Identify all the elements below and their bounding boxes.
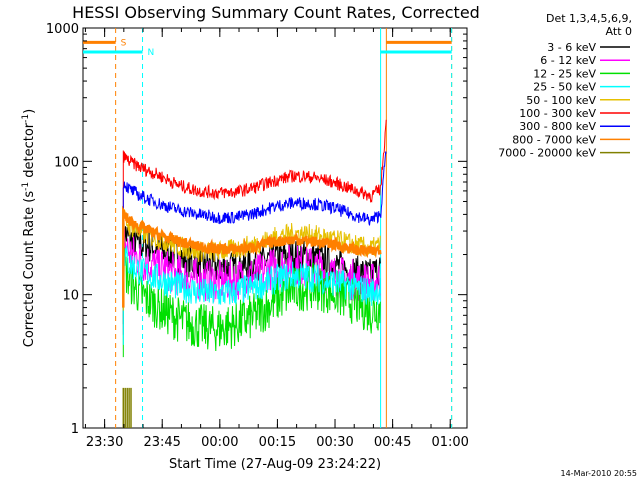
y-tick-label: 1000 xyxy=(46,22,79,37)
attenuator-markers: SN xyxy=(83,38,452,58)
chart-title: HESSI Observing Summary Count Rates, Cor… xyxy=(72,3,480,22)
plot-border xyxy=(82,27,468,429)
y-tick-label: 10 xyxy=(62,289,79,304)
x-tick-label: 00:15 xyxy=(259,435,296,450)
y-axis-label: Corrected Count Rate (s-1 detector-1) xyxy=(21,109,37,347)
x-tick-label: 00:00 xyxy=(201,435,238,450)
timestamp: 14-Mar-2010 20:55 xyxy=(561,469,638,478)
x-axis: 23:30 23:45 00:00 00:15 00:30 00:45 01:00 xyxy=(84,28,469,450)
series-line xyxy=(122,119,387,249)
legend-label: 3 - 6 keV xyxy=(547,41,596,54)
legend-label: 7000 - 20000 keV xyxy=(498,147,596,160)
series-line xyxy=(122,205,382,308)
marker-label: S xyxy=(121,38,127,48)
series-group xyxy=(122,119,387,428)
y-axis: 1 10 100 1000 xyxy=(46,22,467,437)
legend-label: 800 - 7000 keV xyxy=(512,133,596,146)
legend-label: 12 - 25 keV xyxy=(533,67,596,80)
legend-label: 50 - 100 keV xyxy=(526,94,596,107)
y-tick-label: 1 xyxy=(71,422,79,437)
x-tick-label: 01:00 xyxy=(431,435,468,450)
legend-label: 25 - 50 keV xyxy=(533,81,596,94)
series-line xyxy=(122,151,387,276)
series-line xyxy=(122,245,381,345)
x-tick-label: 23:45 xyxy=(143,435,180,450)
y-tick-label: 100 xyxy=(54,155,79,170)
series-line xyxy=(122,387,132,428)
x-axis-label: Start Time (27-Aug-09 23:24:22) xyxy=(169,457,381,472)
plot-frame xyxy=(82,27,468,429)
x-tick-label: 00:30 xyxy=(316,435,353,450)
legend-header: Det 1,3,4,5,6,9, xyxy=(546,12,632,25)
x-tick-label: 23:30 xyxy=(86,435,123,450)
legend-header: Att 0 xyxy=(606,25,632,38)
legend-label: 100 - 300 keV xyxy=(519,107,596,120)
legend-label: 300 - 800 keV xyxy=(519,120,596,133)
x-tick-label: 00:45 xyxy=(374,435,411,450)
legend-label: 6 - 12 keV xyxy=(540,54,596,67)
vertical-lines xyxy=(115,28,453,428)
marker-label: N xyxy=(148,48,155,58)
